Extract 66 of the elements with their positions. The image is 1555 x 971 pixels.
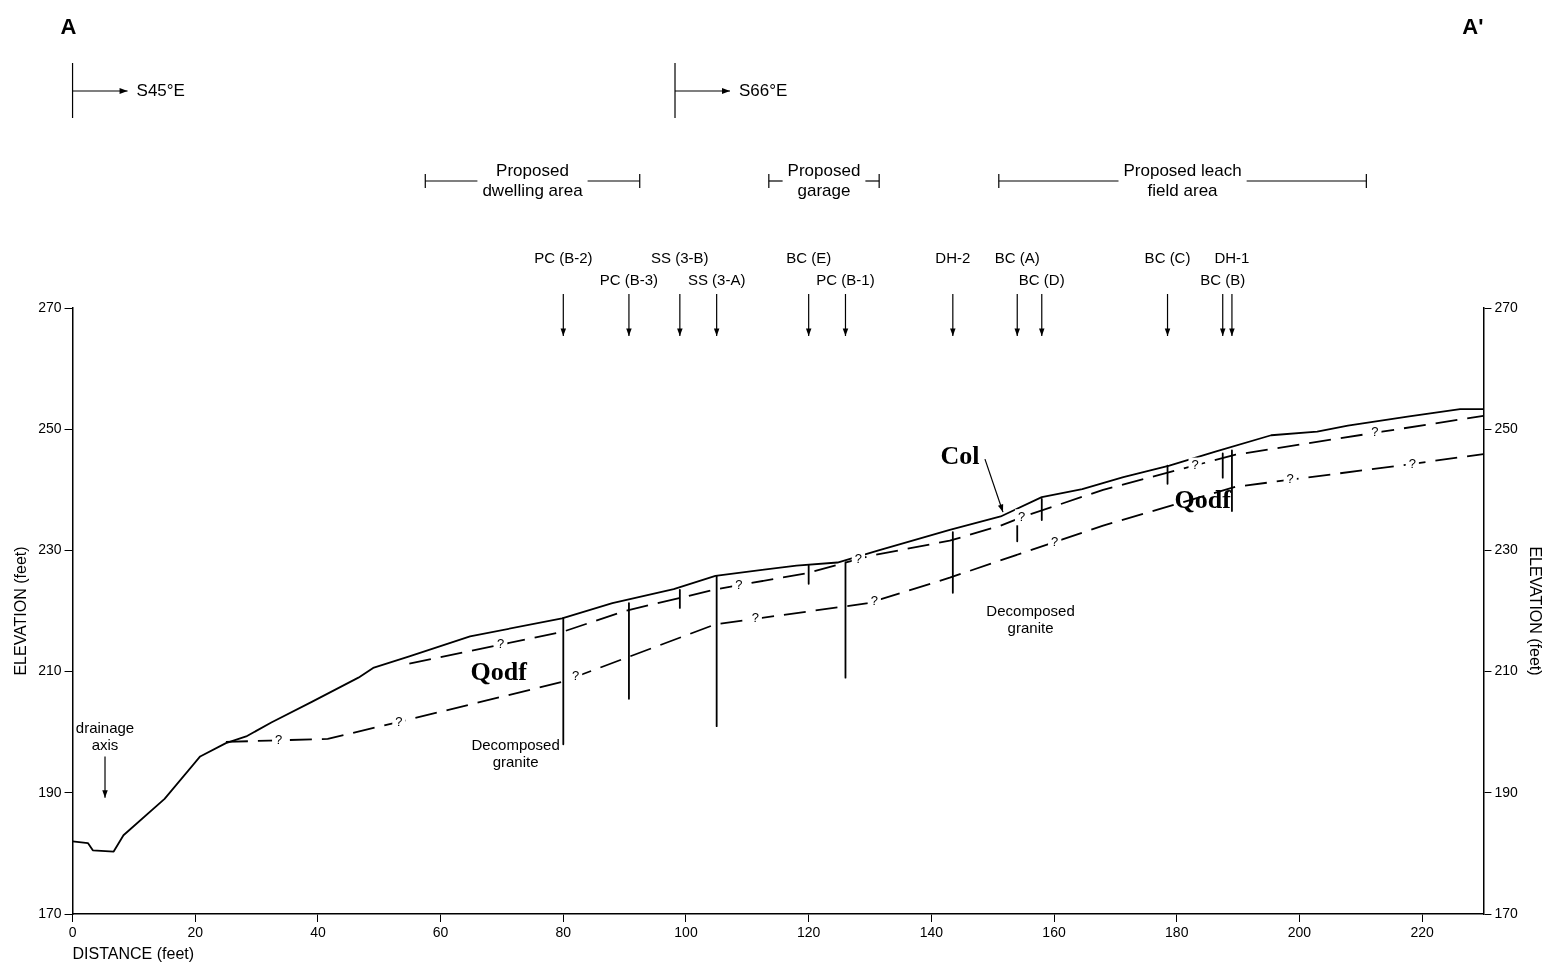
y-tick-label: 190 [38,783,62,800]
annotation: ? [1371,424,1379,440]
text: Proposed dwelling area [482,160,584,200]
y2-tick-label: 210 [1494,662,1519,679]
x-tick-label: 20 [187,924,204,941]
text: PC (B-3) [599,271,659,289]
text: Proposed garage [787,160,861,200]
annotation: Decomposed granite [471,735,560,770]
y-tick-label: 170 [38,904,62,921]
text: SS (3-B) [651,249,709,267]
text: BC (C) [1144,249,1191,267]
text: BC (D) [1018,271,1065,289]
text: Proposed leach field area [1123,160,1242,200]
annotation: Qodf [1174,485,1232,515]
annotation: ? [571,668,580,684]
annotation: ? [1191,457,1199,473]
text: A [60,14,77,40]
text: S66°E [739,80,788,100]
text: DH-2 [935,249,971,267]
x-tick-label: 80 [555,924,572,941]
annotation: drainage axis [75,718,135,753]
y-tick-label: 210 [38,662,62,679]
text: BC (E) [786,249,832,267]
y2-tick-label: 250 [1494,420,1519,437]
annotation: ? [1408,455,1416,471]
y-tick-label: 250 [38,420,62,437]
x-tick-label: 40 [310,924,326,941]
text: A' [1462,14,1484,40]
text: BC (A) [994,249,1040,267]
annotation: ? [1286,471,1294,487]
annotation: ? [870,592,878,608]
x-tick-label: 220 [1410,924,1434,941]
annotation: ? [1017,508,1026,524]
annotation: Col [940,440,980,470]
x-tick-label: 60 [432,924,449,941]
text: S45°E [136,80,185,100]
annotation: ? [1051,533,1059,549]
annotation: ? [497,636,505,652]
y2-tick-label: 190 [1494,783,1519,800]
text: SS (3-A) [687,271,746,289]
text: DH-1 [1214,249,1250,267]
y2-tick-label: 270 [1494,298,1519,315]
x-tick-label: 120 [796,924,821,941]
annotation: ? [275,731,283,747]
y2-tick-label: 230 [1494,541,1519,558]
y-tick-label: 270 [38,298,62,315]
y2-axis-title: ELEVATION (feet) [1526,546,1544,676]
annotation: ? [751,610,759,626]
text: PC (B-1) [816,271,875,289]
annotation: Qodf [470,656,528,686]
y-tick-label: 230 [38,541,62,558]
text: BC (B) [1200,271,1246,289]
x-tick-label: 140 [919,924,944,941]
x-axis-title: DISTANCE (feet) [72,944,195,962]
text: PC (B-2) [534,249,593,267]
y-axis-title: ELEVATION (feet) [12,546,30,676]
x-tick-label: 160 [1042,924,1066,941]
x-tick-label: 180 [1165,924,1189,941]
y2-tick-label: 170 [1494,904,1519,921]
annotation: ? [735,576,743,592]
annotation: Decomposed granite [986,602,1075,637]
annotation: ? [395,713,403,729]
x-tick-label: 0 [68,924,77,941]
x-tick-label: 200 [1287,924,1312,941]
annotation: ? [854,550,862,566]
x-tick-label: 100 [674,924,698,941]
